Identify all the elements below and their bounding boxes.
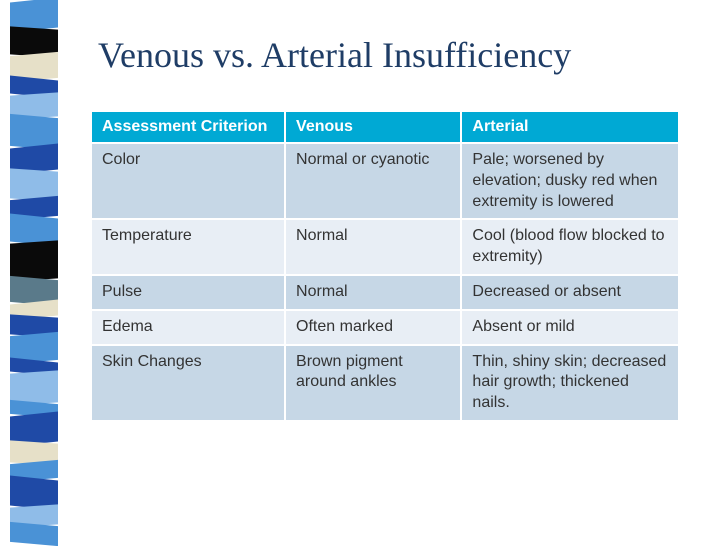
table-row: PulseNormalDecreased or absent (91, 275, 679, 310)
slide-content: Venous vs. Arterial Insufficiency Assess… (90, 0, 720, 422)
decorative-stripe (10, 522, 58, 546)
table-cell: Often marked (285, 310, 461, 345)
table-row: ColorNormal or cyanoticPale; worsened by… (91, 143, 679, 219)
slide-title: Venous vs. Arterial Insufficiency (90, 34, 680, 76)
table-cell: Normal or cyanotic (285, 143, 461, 219)
table-cell: Brown pigment around ankles (285, 345, 461, 421)
table-header-cell: Venous (285, 111, 461, 143)
table-cell: Absent or mild (461, 310, 679, 345)
decorative-sidebar (10, 0, 58, 540)
decorative-stripe (10, 240, 58, 281)
table-header-cell: Arterial (461, 111, 679, 143)
table-cell: Cool (blood flow blocked to extremity) (461, 219, 679, 275)
table-cell: Thin, shiny skin; decreased hair growth;… (461, 345, 679, 421)
table-cell: Pale; worsened by elevation; dusky red w… (461, 143, 679, 219)
table-cell: Skin Changes (91, 345, 285, 421)
table-header-row: Assessment CriterionVenousArterial (91, 111, 679, 143)
comparison-table: Assessment CriterionVenousArterial Color… (90, 110, 680, 422)
table-cell: Normal (285, 219, 461, 275)
table-row: EdemaOften markedAbsent or mild (91, 310, 679, 345)
table-cell: Pulse (91, 275, 285, 310)
table-header-cell: Assessment Criterion (91, 111, 285, 143)
table-cell: Color (91, 143, 285, 219)
table-cell: Decreased or absent (461, 275, 679, 310)
table-cell: Temperature (91, 219, 285, 275)
table-cell: Normal (285, 275, 461, 310)
table-cell: Edema (91, 310, 285, 345)
table-row: TemperatureNormalCool (blood flow blocke… (91, 219, 679, 275)
table-row: Skin ChangesBrown pigment around anklesT… (91, 345, 679, 421)
